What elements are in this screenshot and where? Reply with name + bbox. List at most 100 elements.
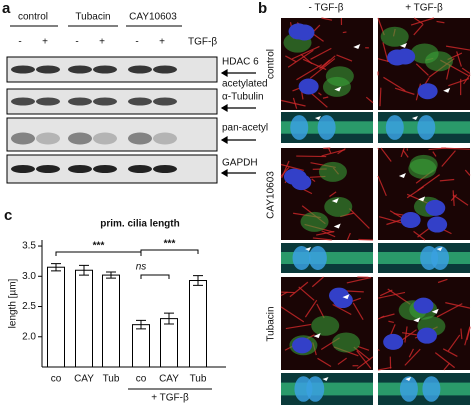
bracket (140, 249, 199, 254)
panel-letter: a (2, 0, 11, 17)
cytoplasm (380, 26, 409, 47)
y-tick-label: 2.0 (22, 331, 36, 342)
arrowhead (353, 44, 361, 50)
y-tick-label: 2.5 (22, 301, 36, 312)
blot-label: α-Tubulin (222, 92, 264, 103)
fiber (280, 163, 304, 172)
x-tick-label: Tub (103, 374, 120, 385)
fiber (280, 291, 288, 297)
arrowhead (405, 377, 412, 381)
fiber (380, 147, 392, 162)
panel-letter: c (4, 207, 12, 224)
fiber (311, 276, 324, 288)
arrowhead (305, 247, 312, 251)
band (153, 132, 177, 145)
blots (6, 56, 218, 184)
row-label: Tubacin (266, 306, 277, 341)
sign: - (75, 37, 78, 48)
fiber (379, 216, 402, 224)
bracket (140, 274, 170, 279)
fiber (342, 31, 347, 34)
y-axis-label: length [µm] (8, 278, 19, 328)
fiber (337, 357, 347, 365)
nucleus (427, 216, 448, 233)
fiber (349, 208, 370, 229)
fiber (317, 357, 332, 368)
band (68, 132, 92, 145)
fiber (280, 306, 305, 323)
nucleus (383, 333, 404, 350)
cytoplasm (409, 154, 438, 175)
cytoplasm (332, 332, 361, 353)
panel-letter: b (258, 0, 267, 17)
fiber (441, 150, 456, 167)
fiber (365, 96, 374, 104)
arrowhead (413, 317, 421, 323)
fiber (327, 147, 332, 154)
fiber (319, 59, 331, 70)
z-nucleus (385, 115, 404, 140)
column-label: - TGF-β (308, 3, 343, 14)
nucleus (416, 327, 437, 344)
error-bar (164, 312, 174, 325)
arrowhead (431, 308, 439, 314)
fiber (289, 281, 309, 298)
arrowhead (331, 198, 339, 204)
nucleus (286, 169, 307, 186)
fiber (408, 348, 414, 358)
band (36, 97, 60, 106)
chart: prim. cilia length length [µm]2.0 2.5 3.0 3.… (8, 219, 226, 404)
band (128, 132, 152, 145)
fiber (287, 49, 314, 68)
significance: *** (164, 239, 176, 250)
fiber (460, 328, 463, 340)
error-bar (79, 264, 89, 276)
fiber (329, 191, 337, 197)
fiber (402, 332, 417, 336)
error-bar (193, 275, 203, 286)
band (153, 165, 177, 173)
fiber (383, 76, 406, 92)
fiber (437, 278, 448, 284)
band (11, 97, 35, 106)
sign: + (159, 37, 165, 48)
arrows (220, 68, 256, 178)
fiber (445, 302, 471, 309)
fiber (346, 232, 351, 241)
arrowhead (418, 196, 426, 202)
fiber (448, 78, 470, 87)
fiber (332, 303, 352, 316)
fiber (377, 147, 380, 150)
fiber (436, 20, 445, 24)
fiber (445, 45, 471, 51)
fiber (321, 230, 336, 238)
row-label: CAY10603 (266, 171, 277, 219)
cytoplasm (322, 76, 351, 97)
nucleus (425, 199, 446, 216)
band (36, 132, 60, 145)
x-tick-label: CAY (74, 374, 94, 385)
band (68, 65, 92, 74)
fiber (321, 149, 346, 157)
x-tick-label: Tub (190, 374, 207, 385)
blot-label: pan-acetyl (222, 123, 268, 134)
row-label: control (266, 49, 277, 79)
fiber (443, 362, 451, 371)
fiber (441, 147, 470, 150)
chart-title: prim. cilia length (100, 219, 179, 230)
fiber (450, 194, 458, 202)
z-nucleus (290, 115, 309, 140)
fiber (447, 334, 461, 352)
band (93, 65, 117, 74)
blot-label: GAPDH (222, 158, 258, 169)
fiber (434, 352, 456, 369)
fiber (346, 276, 372, 284)
band (11, 165, 35, 173)
z-nucleus (317, 115, 336, 140)
band (93, 165, 117, 173)
sign: - (18, 37, 21, 48)
bar (189, 280, 207, 368)
fiber (322, 96, 329, 99)
